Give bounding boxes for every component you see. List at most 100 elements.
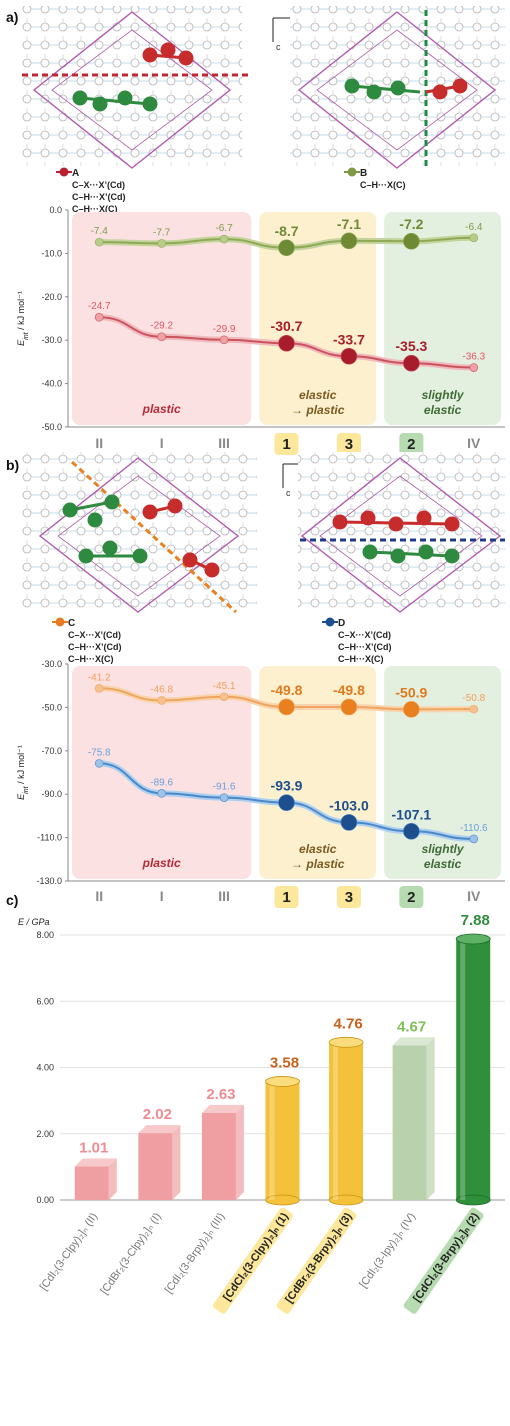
bar-value-label: 7.88	[461, 912, 490, 929]
bar-top	[201, 1104, 244, 1113]
series-B-value-label: -7.4	[91, 226, 109, 237]
legend-a-B-line: C–H···X(C)	[360, 180, 406, 190]
bar-value-label: 1.01	[79, 1140, 108, 1157]
y-tick-label-c: 4.00	[36, 1063, 54, 1073]
series-A-value-label: -30.7	[271, 318, 303, 334]
legend-b-D-swatch-dot	[325, 617, 335, 627]
bar	[456, 938, 491, 1200]
category-label-3: 3	[345, 436, 353, 453]
series-D-point	[157, 789, 166, 798]
legend-b-C-swatch-dot	[55, 617, 65, 627]
series-A-point	[278, 334, 295, 352]
bar-base	[265, 1194, 300, 1206]
y-tick-label-c: 0.00	[36, 1195, 54, 1205]
series-A-value-label: -29.2	[150, 321, 173, 332]
series-A-point	[340, 347, 358, 365]
series-C-value-label: -49.8	[271, 682, 303, 698]
y-tick-label: -70.0	[41, 746, 62, 756]
bar-shine	[269, 1081, 275, 1200]
series-B-value-label: -6.4	[465, 222, 483, 233]
y-tick-label: -90.0	[41, 789, 62, 799]
region-plastic	[72, 666, 252, 879]
category-label-II: II	[95, 435, 103, 451]
bar-top	[455, 933, 491, 945]
bar	[265, 1081, 300, 1200]
bar-base	[455, 1194, 491, 1206]
series-C-point	[340, 698, 358, 716]
legend-a-B-swatch-dot	[347, 167, 357, 177]
crystal-structure-b-left	[22, 452, 257, 614]
region-slightly-elastic-label-1: slightly	[422, 388, 465, 402]
bar-top	[138, 1125, 181, 1134]
y-tick-label: -40.0	[41, 379, 62, 389]
series-C-value-label: -45.1	[213, 681, 236, 692]
category-label-III: III	[218, 888, 230, 904]
bar-category-label: [CdI₂(3-Brpy)₂]ₙ (III)	[163, 1211, 228, 1296]
series-B-point	[278, 239, 295, 257]
region-elastic-to-plastic-label-2: → plastic	[291, 403, 345, 417]
series-D-value-label: -89.6	[150, 777, 173, 788]
legend-a-A-line: C–X···X’(Cd)	[72, 180, 125, 190]
y-tick-label-c: 8.00	[36, 930, 54, 940]
region-slightly-elastic-label-1: slightly	[422, 842, 465, 856]
category-label-IV: IV	[467, 888, 481, 904]
y-tick-label: -30.0	[41, 335, 62, 345]
legend-b-D-line: C–X···X’(Cd)	[338, 630, 391, 640]
cut-line-c	[70, 460, 238, 614]
y-tick-label: -10.0	[41, 248, 62, 258]
category-highlight-2	[399, 886, 424, 908]
category-label-1: 1	[282, 436, 290, 453]
series-A-point	[219, 335, 229, 345]
axis-c-label-2: c	[286, 488, 291, 498]
region-elastic-to-plastic	[259, 212, 377, 425]
series-D-point	[340, 814, 358, 831]
bar	[329, 1042, 364, 1200]
bar-value-label: 4.76	[333, 1015, 362, 1032]
region-slightly-elastic-label-2: elastic	[424, 403, 462, 417]
series-D-value-label: -75.8	[88, 747, 111, 758]
legend-a-A-id: A	[72, 168, 79, 179]
y-tick-label: -50.0	[41, 422, 62, 432]
region-elastic-to-plastic-label-1: elastic	[299, 842, 337, 856]
bar	[201, 1112, 236, 1200]
panel-label-c: c)	[6, 892, 18, 908]
bar-top	[328, 1036, 364, 1048]
legend-a-B-id: B	[360, 168, 367, 179]
series-D-point	[278, 794, 295, 811]
y-tick-label: -20.0	[41, 292, 62, 302]
crystal-structure-a-left	[22, 6, 248, 169]
series-D-point	[94, 759, 104, 768]
series-A-value-label: -29.9	[213, 324, 236, 335]
series-C-value-label: -50.8	[462, 693, 485, 704]
bar-category-highlight	[212, 1207, 293, 1314]
series-A-point	[403, 354, 420, 372]
series-A-value-label: -36.3	[462, 352, 485, 363]
y-tick-label: 0.0	[49, 205, 62, 215]
y-axis-title: Eint / kJ mol⁻¹	[16, 745, 30, 800]
series-D-value-label: -107.1	[392, 806, 432, 822]
bar-shine	[333, 1042, 339, 1200]
bar-side	[108, 1158, 117, 1200]
y-axis-title-c: E / GPa	[18, 917, 50, 927]
category-highlight-1	[274, 886, 299, 908]
series-A-point	[157, 332, 166, 342]
series-B-value-label: -7.2	[399, 216, 423, 232]
bar-category-label: [CdI₂(3-Clpy)₂]ₙ (II)	[38, 1211, 100, 1293]
bar	[392, 1045, 427, 1200]
bar-side	[235, 1104, 244, 1200]
y-tick-label: -30.0	[41, 659, 62, 669]
bar-category-highlight	[403, 1207, 484, 1314]
region-elastic-to-plastic-label-2: → plastic	[291, 857, 345, 871]
bar-value-label: 2.02	[143, 1106, 172, 1123]
panel-label-b: b)	[6, 457, 19, 473]
bar-value-label: 4.67	[397, 1018, 426, 1035]
y-tick-label: -50.0	[41, 702, 62, 712]
series-D-point	[403, 823, 420, 840]
series-D-value-label: -93.9	[271, 778, 303, 794]
bar-shine	[460, 938, 466, 1200]
chart-c: E / GPa 0.00 2.00 4.00 6.00 8.00 1.01 [CdI₂(3-C…	[18, 912, 505, 1314]
series-C-point	[219, 692, 229, 702]
series-B-value-label: -6.7	[215, 223, 233, 234]
category-label-III: III	[218, 435, 230, 451]
